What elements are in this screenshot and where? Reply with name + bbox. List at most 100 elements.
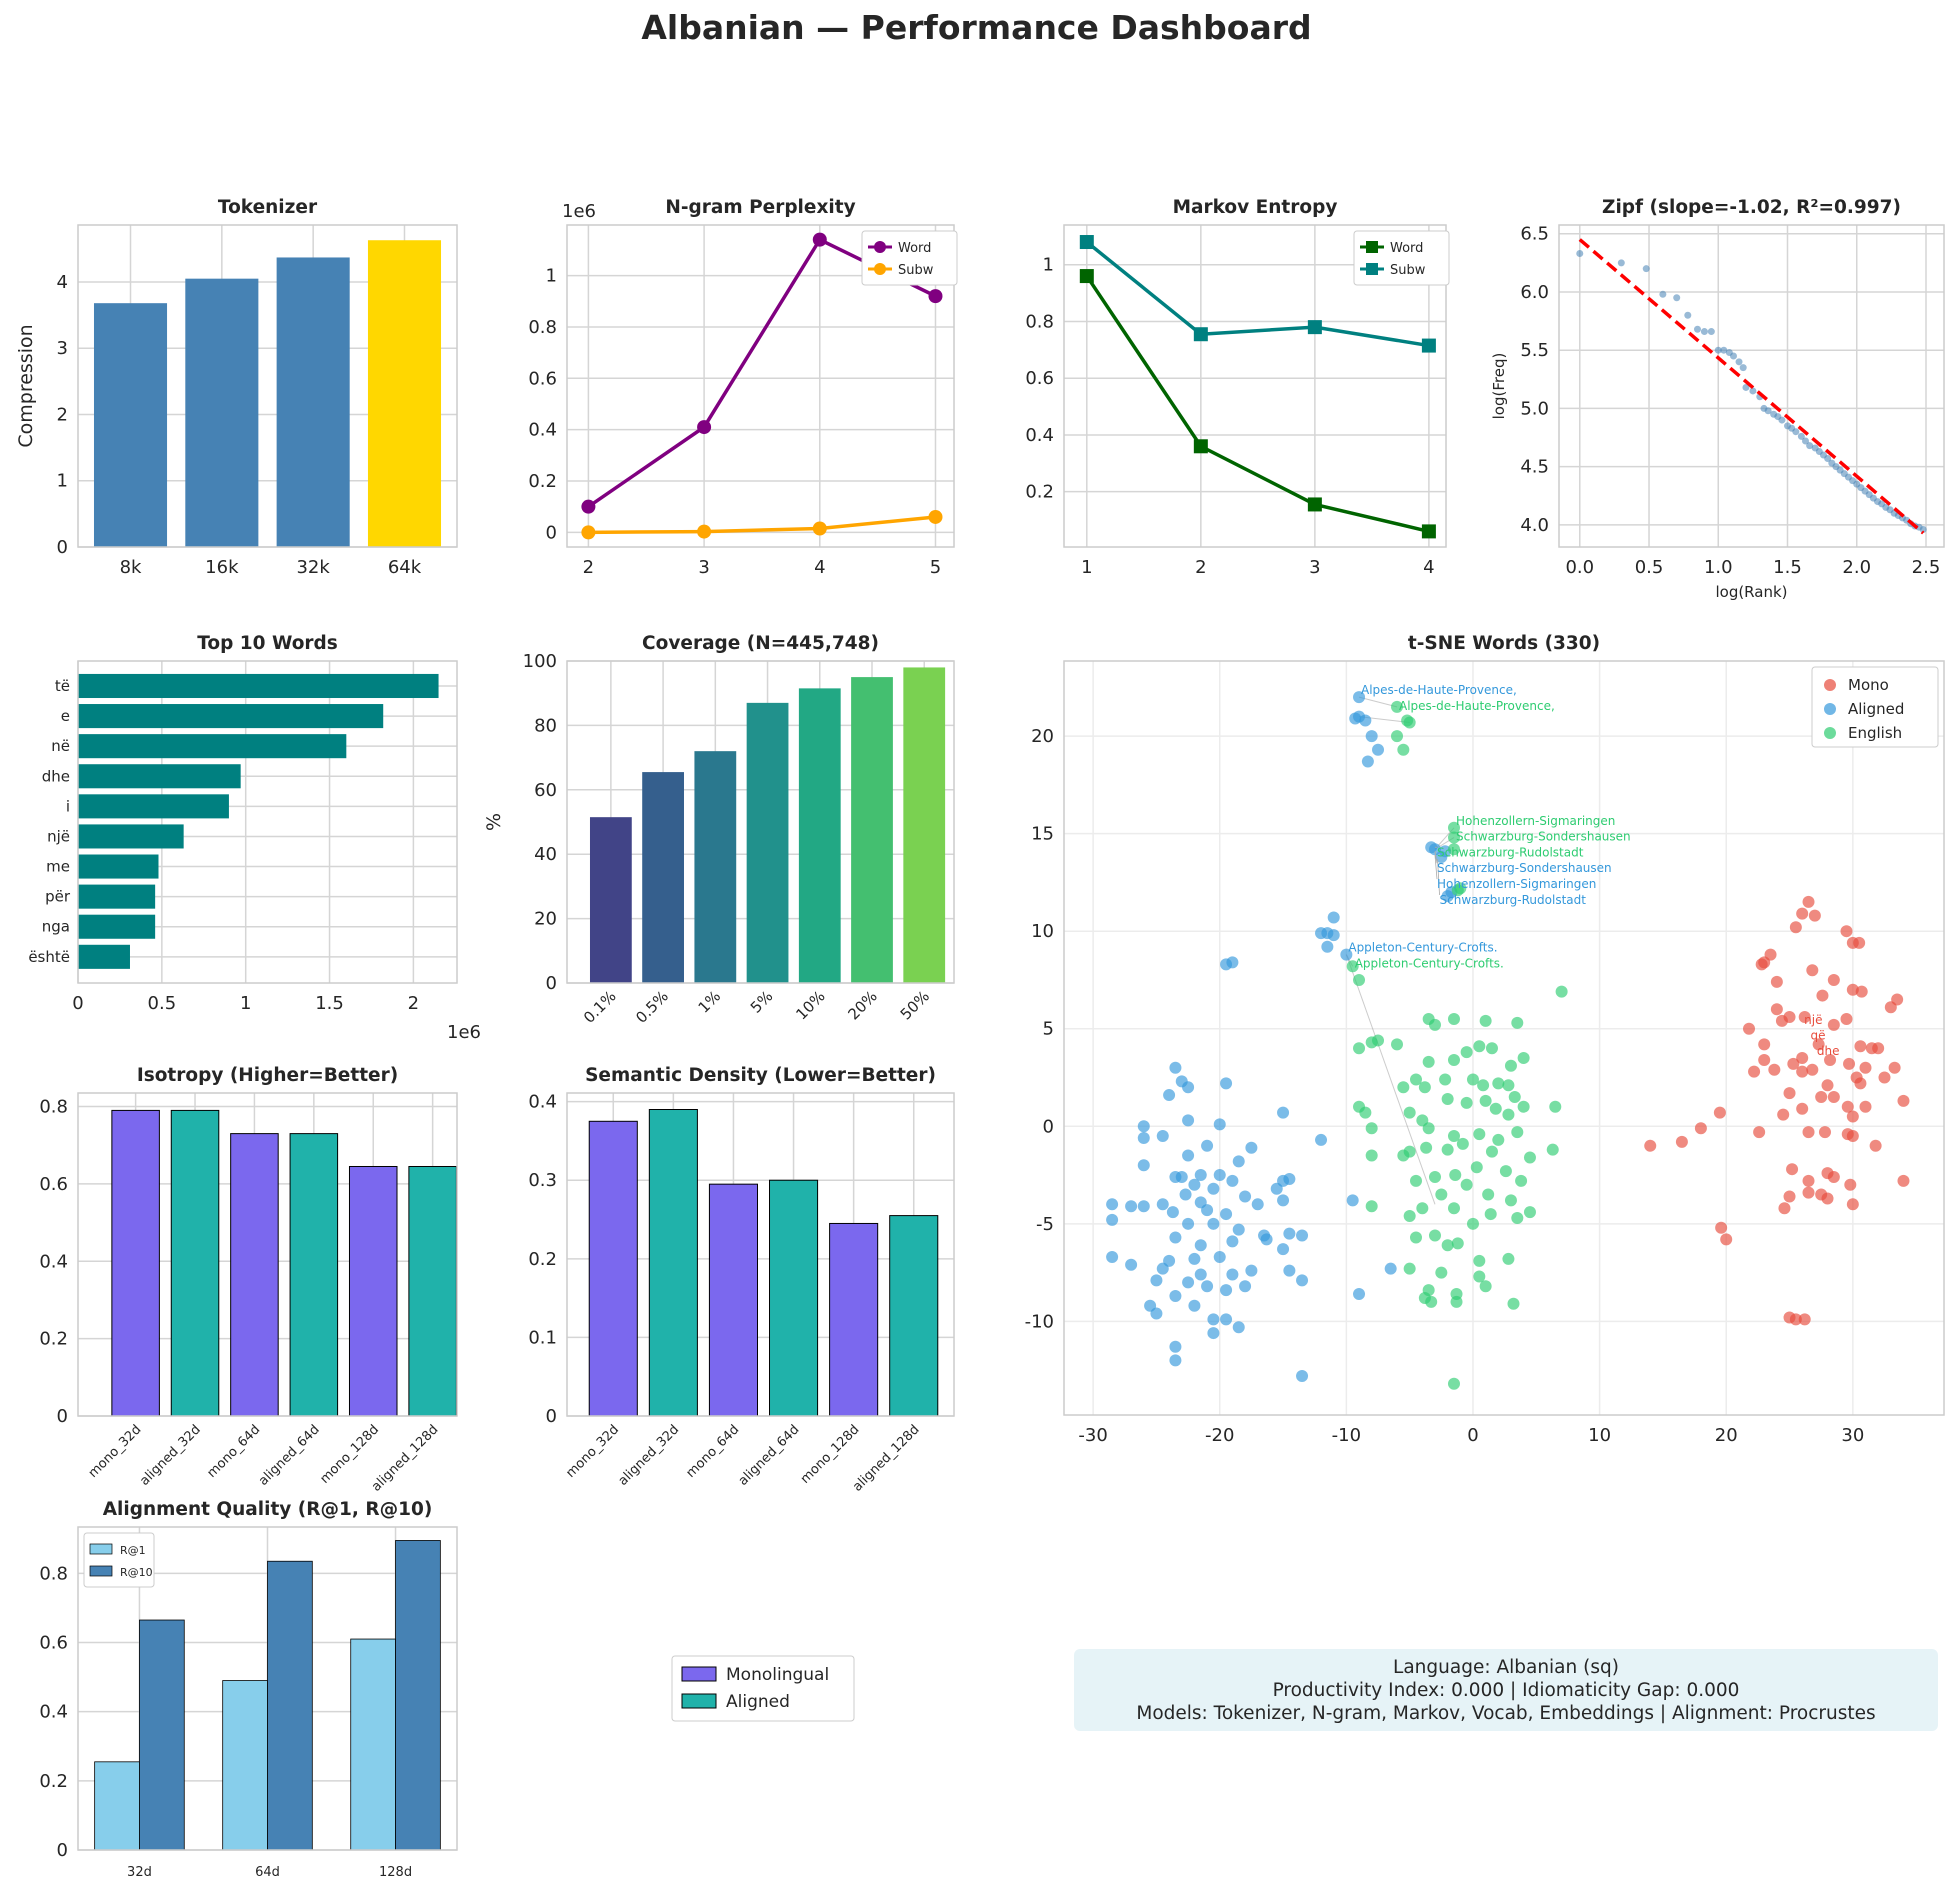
chart-title: N-gram Perplexity (665, 197, 855, 218)
data-point-mono (1802, 1186, 1815, 1199)
panel-zipf: 4.0 4.5 5.0 5.5 6.0 6.5 0.0 0.5 1.0 1.5 2.0 2.5 Zipf… (1490, 197, 1945, 601)
data-point-aligned (1353, 691, 1366, 704)
data-point-aligned (1372, 743, 1385, 756)
bar (78, 764, 241, 789)
data-point-aligned (1201, 1139, 1214, 1152)
data-point-aligned (1169, 1340, 1182, 1353)
data-point-mono (1872, 1042, 1885, 1055)
data-point-english (1410, 1174, 1422, 1187)
offset-text: 1e6 (562, 201, 596, 222)
y-tick-label: 0.3 (528, 1170, 557, 1191)
axes-frame (566, 1092, 955, 1417)
data-point-aligned (1359, 714, 1372, 727)
bar (78, 794, 229, 819)
data-point (1079, 269, 1094, 284)
data-point (1764, 407, 1772, 415)
data-point (928, 289, 943, 304)
data-point-mono (1821, 1192, 1834, 1205)
x-tick-label: mono_128d (317, 1422, 382, 1487)
data-point-aligned (1220, 1284, 1233, 1297)
series-line (1085, 240, 1430, 348)
data-point-aligned (1213, 1169, 1226, 1182)
panel-alignment: 0 0.2 0.4 0.6 0.8 32d 64d 128d Alignment Quality… (39, 1499, 458, 1880)
word-annotation: Schwarzburg-Rudolstadt (1440, 893, 1587, 907)
data-point-aligned (1277, 1194, 1290, 1207)
word-annotation: Schwarzburg-Sondershausen (1456, 830, 1631, 844)
data-point-mono (1846, 1198, 1859, 1211)
panel-tokenizer: 0 1 2 3 4 8k 16k 32k 64k Tokenizer Compression (15, 197, 458, 578)
info-line: Language: Albanian (sq) (1393, 1657, 1619, 1678)
bar (78, 914, 156, 939)
y-tick-label: 0 (57, 537, 68, 558)
word-annotation: Schwarzburg-Rudolstadt (1437, 845, 1584, 859)
bar (93, 303, 168, 547)
annotation-leader (1437, 858, 1440, 896)
data-point-english (1447, 1202, 1460, 1215)
data-point (812, 232, 827, 247)
data-point-mono (1796, 907, 1809, 920)
y-tick-label: dhe (42, 767, 70, 785)
data-point-english (1397, 743, 1410, 756)
y-tick-label: 0.8 (528, 317, 557, 338)
y-tick-label: me (46, 858, 70, 876)
data-point-mono (1798, 1011, 1811, 1024)
annotation-leaders (1434, 846, 1440, 896)
bar (78, 734, 347, 759)
data-point-mono (1827, 973, 1840, 986)
data-point-english (1517, 1051, 1530, 1064)
chart-title: Semantic Density (Lower=Better) (585, 1065, 936, 1086)
axes-frame (77, 660, 458, 984)
data-point-aligned (1315, 1133, 1328, 1146)
data-point-mono (1853, 936, 1866, 949)
data-point-mono (1770, 975, 1783, 988)
bar (139, 1619, 185, 1851)
data-point-aligned (1232, 1155, 1245, 1168)
data-point-english (1515, 1174, 1528, 1187)
panel-tsne: -10 -5 0 5 10 15 20 -30 -20 -10 0 10 20 30 t-SNE Words… (1025, 633, 1945, 1446)
x-tick-label: -20 (1205, 1425, 1234, 1446)
word-annotation: Appleton-Century-Crofts. (1348, 941, 1497, 955)
legend-marker (874, 263, 886, 275)
x-tick-label: 16k (205, 557, 239, 578)
legend-patch (89, 1543, 113, 1555)
bar (798, 688, 841, 983)
data-point (1797, 432, 1805, 440)
bar (78, 884, 156, 909)
data-point-english (1511, 1016, 1524, 1029)
y-tick-label: 0 (1043, 1116, 1054, 1137)
y-tick-label: -5 (1036, 1214, 1054, 1235)
offset-text: 1e6 (447, 1022, 481, 1043)
legend-label: R@10 (120, 1566, 153, 1579)
x-tick-label: aligned_32d (137, 1422, 204, 1489)
data-point-english (1507, 1297, 1520, 1310)
y-tick-label: 0.6 (528, 368, 557, 389)
series-line (588, 515, 936, 535)
data-point-english (1447, 1053, 1460, 1066)
y-tick-label: 6.0 (1520, 282, 1549, 303)
data-point-mono (1897, 1174, 1910, 1187)
data-point-english (1418, 1081, 1431, 1094)
data-point-mono (1859, 1100, 1872, 1113)
legend-label: Aligned (1848, 700, 1904, 718)
bar (851, 677, 893, 983)
alignment-link (1358, 696, 1398, 708)
data-point-aligned (1226, 1235, 1239, 1248)
data-point-aligned (1207, 1182, 1220, 1195)
data-point-english (1428, 1229, 1441, 1242)
data-point-english (1365, 1149, 1378, 1162)
y-tick-label: 0.2 (1025, 482, 1054, 503)
y-tick-label: 1 (546, 266, 557, 287)
data-point-english (1466, 1217, 1479, 1230)
data-point-aligned (1175, 1170, 1188, 1183)
chart-title: Alignment Quality (R@1, R@10) (103, 1499, 433, 1520)
data-point-english (1435, 1266, 1448, 1279)
axes-frame (566, 224, 955, 548)
data-point (1919, 526, 1927, 534)
data-point-english (1466, 1073, 1479, 1086)
x-tick-label: 5% (747, 987, 777, 1017)
data-point-mono (1764, 948, 1777, 961)
data-point-aligned (1353, 1288, 1366, 1301)
alignment-link (1345, 954, 1436, 1205)
data-point (1673, 294, 1681, 302)
data-point-mono (1644, 1139, 1657, 1152)
